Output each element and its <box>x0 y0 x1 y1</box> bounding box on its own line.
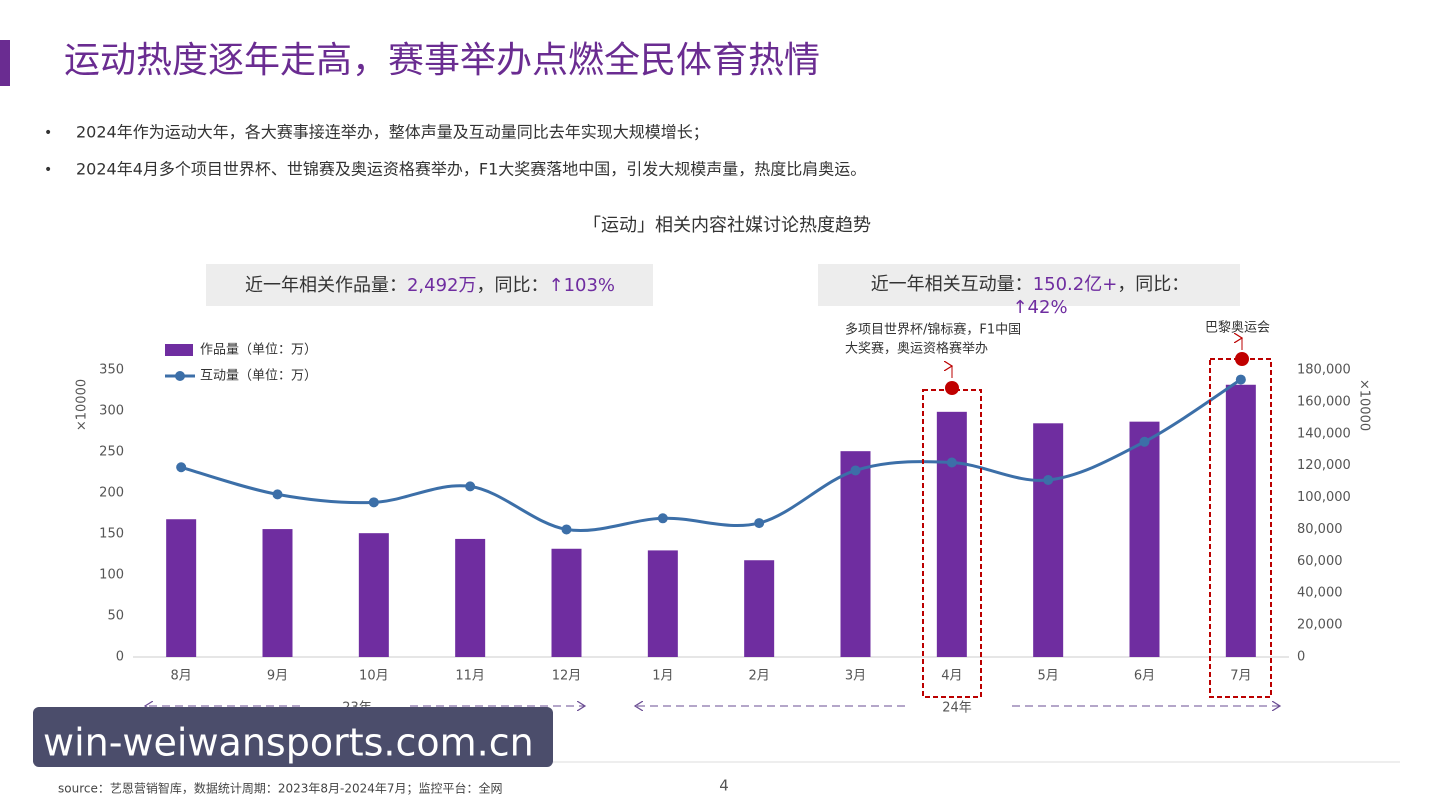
x-tick-label: 11月 <box>455 669 485 684</box>
legend-swatch <box>165 344 193 356</box>
line-point <box>368 497 379 508</box>
watermark: win-weiwansports.com.cn <box>43 721 534 765</box>
y-tick-label: 200 <box>99 486 124 501</box>
line-point <box>465 481 476 492</box>
x-tick-label: 4月 <box>941 669 962 684</box>
bar <box>1129 421 1160 657</box>
highlight-dot <box>1235 352 1249 366</box>
y2-tick-label: 20,000 <box>1297 618 1343 633</box>
x-tick-label: 2月 <box>749 669 770 684</box>
bar <box>358 533 389 657</box>
x-tick-label: 1月 <box>652 669 673 684</box>
bar <box>936 411 967 657</box>
bar <box>647 550 678 657</box>
line-point <box>561 524 572 535</box>
bar <box>744 560 775 657</box>
summary: 近一年相关作品量：2,492万，同比：↑103% <box>245 275 615 296</box>
line-point <box>850 465 861 476</box>
bar <box>551 548 582 657</box>
y-tick-label: 100 <box>99 568 124 583</box>
line <box>180 378 1242 532</box>
bullet-dot: • <box>44 125 52 141</box>
plot: 0 50 100 150 200 250 300 350 0 20,000 40,000 60,000… <box>99 343 1351 684</box>
line-point <box>946 457 957 468</box>
summary-box <box>206 264 653 306</box>
line-point <box>1043 475 1054 486</box>
highlight-dot <box>945 381 959 395</box>
callout: 多项目世界杯/锦标赛，F1中国 <box>845 322 1021 338</box>
y-tick-label: 300 <box>99 404 124 419</box>
y-tick-label: 350 <box>99 363 124 378</box>
legend-label: 作品量（单位：万） <box>200 343 317 358</box>
legend-label: 互动量（单位：万） <box>200 369 317 384</box>
y2-axis-label: ×10000 <box>1357 379 1372 431</box>
y-tick-label: 50 <box>107 609 124 624</box>
y2-tick-label: 100,000 <box>1297 490 1351 505</box>
chart-title: 「运动」相关内容社媒讨论热度趋势 <box>583 215 871 236</box>
bar <box>262 529 293 657</box>
watermark-box <box>33 707 553 767</box>
y-tick-label: 0 <box>116 650 124 665</box>
x-tick-label: 12月 <box>552 669 582 684</box>
y2-tick-label: 180,000 <box>1297 363 1351 378</box>
line-point <box>1139 436 1150 447</box>
y2-tick-label: 140,000 <box>1297 426 1351 441</box>
y2-tick-label: 120,000 <box>1297 458 1351 473</box>
x-tick-label: 7月 <box>1230 669 1251 684</box>
y2-tick-label: 40,000 <box>1297 586 1343 601</box>
slide-title: 运动热度逐年走高，赛事举办点燃全民体育热情 <box>64 40 820 81</box>
bar <box>1225 384 1256 657</box>
y2-tick-label: 80,000 <box>1297 522 1343 537</box>
line-point <box>1235 374 1246 385</box>
y2-tick-label: 60,000 <box>1297 554 1343 569</box>
y-axis-label: ×10000 <box>75 379 90 431</box>
bar <box>166 519 197 657</box>
bar <box>840 451 871 657</box>
line-point <box>657 513 668 524</box>
x-tick-label: 9月 <box>267 669 288 684</box>
title-accent <box>0 40 10 86</box>
line-point <box>176 462 187 473</box>
x-tick-label: 10月 <box>359 669 389 684</box>
x-tick-label: 8月 <box>171 669 192 684</box>
x-tick-label: 3月 <box>845 669 866 684</box>
line-point <box>272 489 283 500</box>
bullet-dot: • <box>44 162 52 178</box>
highlight-box <box>1209 358 1272 698</box>
source: source：艺恩营销智库，数据统计周期：2023年8月-2024年7月；监控平… <box>58 781 503 796</box>
y2-tick-label: 0 <box>1297 650 1305 665</box>
bullet: 2024年4月多个项目世界杯、世锦赛及奥运资格赛举办，F1大奖赛落地中国，引发大… <box>76 160 866 179</box>
legend-swatch <box>175 371 185 381</box>
summary-growth: ↑42% <box>1012 297 1067 318</box>
period-label: 24年 <box>942 701 972 716</box>
x-tick-label: 5月 <box>1038 669 1059 684</box>
callout: 巴黎奥运会 <box>1205 321 1270 336</box>
summary: 近一年相关互动量：150.2亿+，同比： <box>871 274 1190 295</box>
y-tick-label: 250 <box>99 445 124 460</box>
y-tick-label: 150 <box>99 527 124 542</box>
summary-box <box>818 264 1240 306</box>
y2-tick-label: 160,000 <box>1297 394 1351 409</box>
bar <box>455 538 486 657</box>
callout: 大奖赛，奥运资格赛举办 <box>845 341 988 357</box>
bar <box>1033 423 1064 657</box>
bullet: 2024年作为运动大年，各大赛事接连举办，整体声量及互动量同比去年实现大规模增长… <box>76 123 709 142</box>
x-tick-label: 6月 <box>1134 669 1155 684</box>
line-point <box>754 518 765 529</box>
page-number: 4 <box>719 777 729 795</box>
